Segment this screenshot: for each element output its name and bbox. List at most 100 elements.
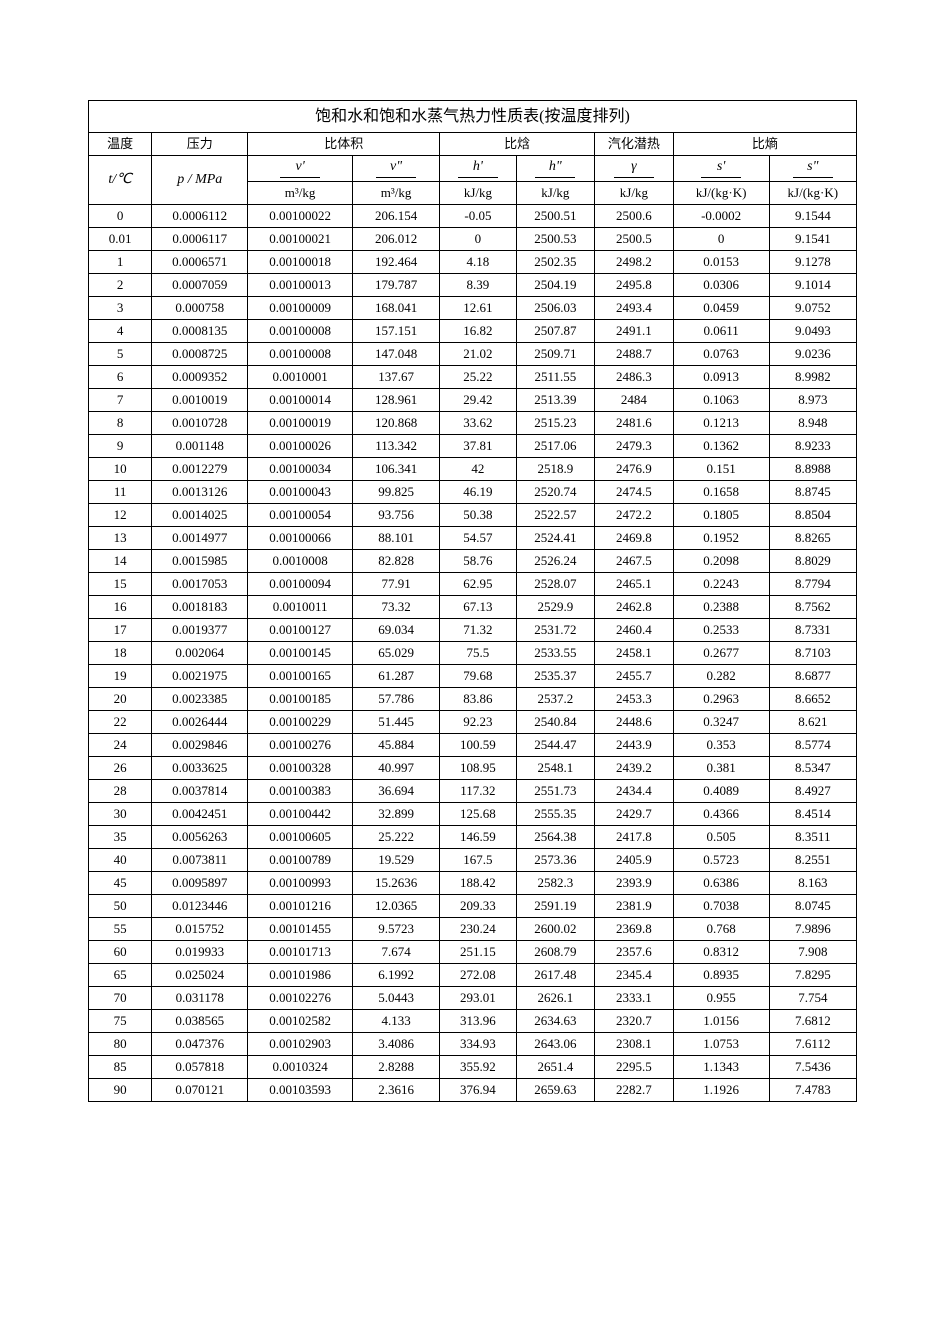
hdr-spec-vol: 比体积: [248, 133, 440, 156]
table-cell: 106.341: [352, 457, 439, 480]
table-cell: 2295.5: [595, 1055, 674, 1078]
table-cell: 8.948: [769, 411, 856, 434]
table-cell: 0.00100014: [248, 388, 353, 411]
table-cell: 0.0014977: [152, 526, 248, 549]
table-cell: 0.4089: [673, 779, 769, 802]
table-cell: 0.00101713: [248, 940, 353, 963]
table-cell: 0.0073811: [152, 848, 248, 871]
table-cell: 8.7103: [769, 641, 856, 664]
table-cell: 0.00100145: [248, 641, 353, 664]
table-cell: 79.68: [440, 664, 516, 687]
table-cell: 18: [89, 641, 152, 664]
table-cell: 0.070121: [152, 1078, 248, 1101]
table-cell: 20: [89, 687, 152, 710]
sym-vpp: v": [352, 156, 439, 182]
table-cell: 0.2388: [673, 595, 769, 618]
table-cell: 2333.1: [595, 986, 674, 1009]
table-row: 700.0311780.001022765.0443293.012626.123…: [89, 986, 857, 1009]
table-cell: 85: [89, 1055, 152, 1078]
table-cell: 0.0018183: [152, 595, 248, 618]
table-cell: 120.868: [352, 411, 439, 434]
table-cell: 0.00100034: [248, 457, 353, 480]
table-cell: 2533.55: [516, 641, 595, 664]
table-cell: 71.32: [440, 618, 516, 641]
table-cell: 0.01: [89, 227, 152, 250]
table-cell: 73.32: [352, 595, 439, 618]
table-cell: 4.133: [352, 1009, 439, 1032]
table-cell: 293.01: [440, 986, 516, 1009]
table-cell: 0: [89, 204, 152, 227]
table-cell: 0.8312: [673, 940, 769, 963]
table-cell: 0.00101455: [248, 917, 353, 940]
table-cell: 0.00100127: [248, 618, 353, 641]
steam-table: 饱和水和饱和水蒸气热力性质表(按温度排列) 温度 压力 比体积 比焓 汽化潜热 …: [88, 100, 857, 1102]
table-cell: 2481.6: [595, 411, 674, 434]
table-cell: 2502.35: [516, 250, 595, 273]
table-cell: 0.00100026: [248, 434, 353, 457]
table-row: 140.00159850.001000882.82858.762526.2424…: [89, 549, 857, 572]
table-cell: 25.22: [440, 365, 516, 388]
table-cell: 15.2636: [352, 871, 439, 894]
table-cell: 313.96: [440, 1009, 516, 1032]
table-cell: 0.5723: [673, 848, 769, 871]
table-cell: 0.0006571: [152, 250, 248, 273]
table-cell: 1.0156: [673, 1009, 769, 1032]
table-cell: 0.0010019: [152, 388, 248, 411]
table-cell: 0.000758: [152, 296, 248, 319]
table-body: 00.00061120.00100022206.154-0.052500.512…: [89, 204, 857, 1101]
table-cell: 82.828: [352, 549, 439, 572]
table-cell: 9.1278: [769, 250, 856, 273]
table-cell: 75.5: [440, 641, 516, 664]
table-cell: 2357.6: [595, 940, 674, 963]
table-cell: 8.163: [769, 871, 856, 894]
table-cell: 8.7331: [769, 618, 856, 641]
table-cell: 8.621: [769, 710, 856, 733]
table-cell: 8.39: [440, 273, 516, 296]
table-cell: 2506.03: [516, 296, 595, 319]
table-cell: 230.24: [440, 917, 516, 940]
table-row: 0.010.00061170.00100021206.01202500.5325…: [89, 227, 857, 250]
table-cell: 5.0443: [352, 986, 439, 1009]
table-cell: 2320.7: [595, 1009, 674, 1032]
table-cell: 2518.9: [516, 457, 595, 480]
table-row: 20.00070590.00100013179.7878.392504.1924…: [89, 273, 857, 296]
table-cell: 75: [89, 1009, 152, 1032]
table-cell: 2515.23: [516, 411, 595, 434]
table-cell: 1.1343: [673, 1055, 769, 1078]
table-cell: 0.025024: [152, 963, 248, 986]
table-row: 400.00738110.0010078919.529167.52573.362…: [89, 848, 857, 871]
table-cell: 50.38: [440, 503, 516, 526]
table-cell: 0.047376: [152, 1032, 248, 1055]
table-cell: 2491.1: [595, 319, 674, 342]
table-cell: 0.0033625: [152, 756, 248, 779]
table-cell: 8.0745: [769, 894, 856, 917]
table-cell: 8.7794: [769, 572, 856, 595]
table-cell: 0.00100021: [248, 227, 353, 250]
table-cell: 22: [89, 710, 152, 733]
table-cell: 0.1362: [673, 434, 769, 457]
table-cell: 2608.79: [516, 940, 595, 963]
table-cell: 2548.1: [516, 756, 595, 779]
table-cell: 8.2551: [769, 848, 856, 871]
table-cell: 2381.9: [595, 894, 674, 917]
table-cell: 2.8288: [352, 1055, 439, 1078]
table-row: 650.0250240.001019866.1992272.082617.482…: [89, 963, 857, 986]
table-cell: 0.00100009: [248, 296, 353, 319]
table-cell: 11: [89, 480, 152, 503]
table-cell: 2498.2: [595, 250, 674, 273]
table-cell: 45: [89, 871, 152, 894]
table-row: 200.00233850.0010018557.78683.862537.224…: [89, 687, 857, 710]
table-cell: 355.92: [440, 1055, 516, 1078]
table-cell: 19.529: [352, 848, 439, 871]
table-cell: 0.0006117: [152, 227, 248, 250]
table-cell: 2500.6: [595, 204, 674, 227]
table-cell: 9.1544: [769, 204, 856, 227]
table-cell: 24: [89, 733, 152, 756]
table-cell: 0.00102276: [248, 986, 353, 1009]
table-cell: 2495.8: [595, 273, 674, 296]
table-cell: 2479.3: [595, 434, 674, 457]
table-cell: 2488.7: [595, 342, 674, 365]
table-cell: 7.6112: [769, 1032, 856, 1055]
table-cell: 0.0306: [673, 273, 769, 296]
table-cell: 125.68: [440, 802, 516, 825]
